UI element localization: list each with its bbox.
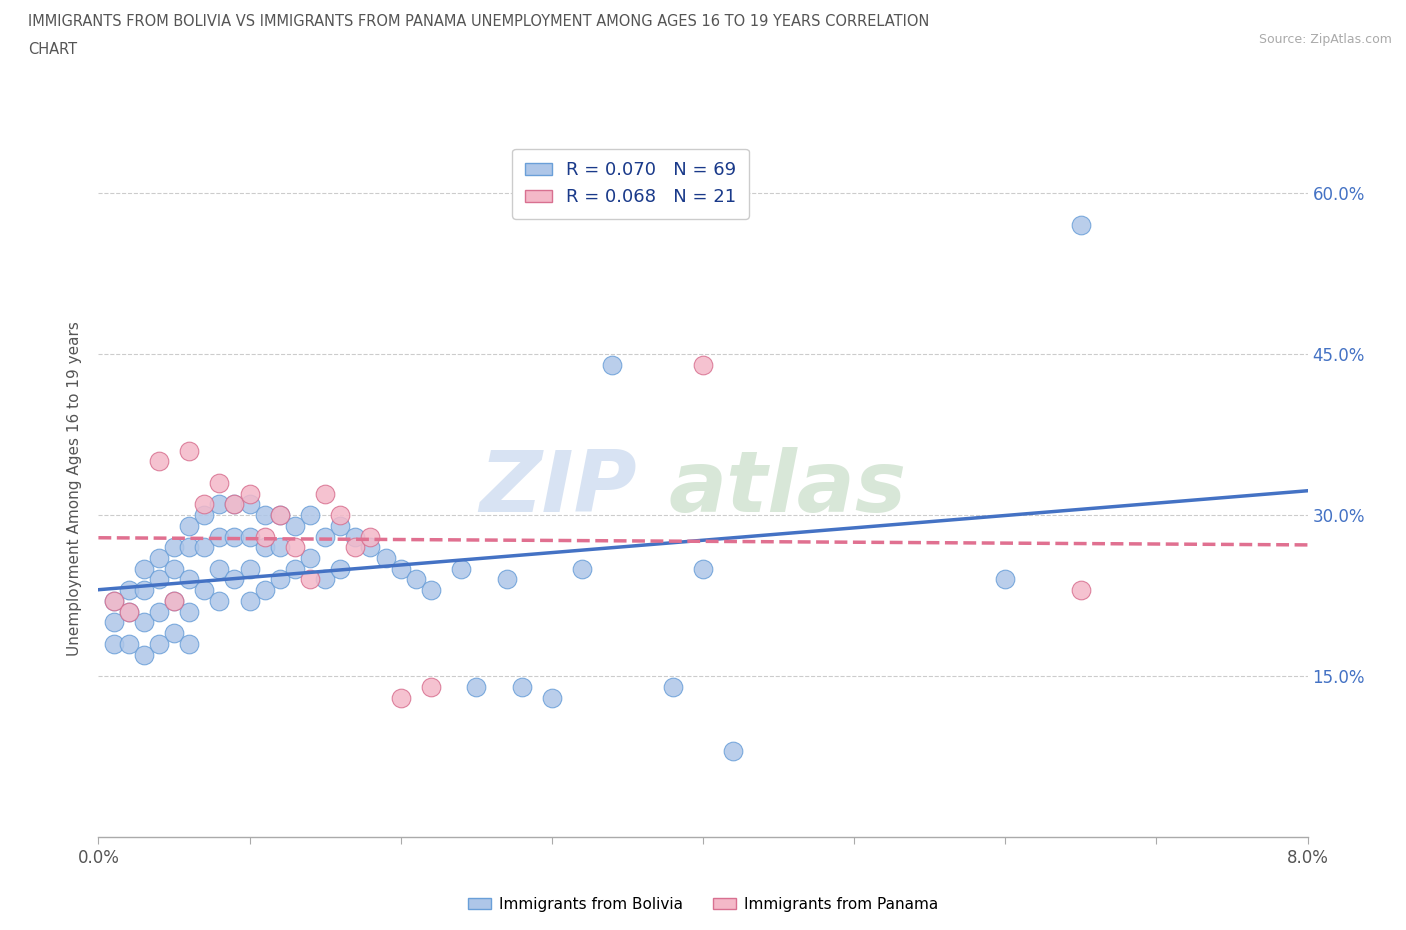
Point <box>284 539 307 554</box>
Point <box>253 539 276 554</box>
Point <box>208 529 231 544</box>
Point <box>541 690 564 705</box>
Point <box>329 562 352 577</box>
Point <box>420 679 443 694</box>
Point <box>148 572 170 587</box>
Point <box>163 593 186 608</box>
Point <box>208 475 231 490</box>
Point <box>314 486 336 501</box>
Point <box>239 497 262 512</box>
Point <box>132 615 155 630</box>
Point <box>179 572 201 587</box>
Point <box>148 604 170 619</box>
Point <box>1070 583 1092 598</box>
Point <box>103 636 125 651</box>
Y-axis label: Unemployment Among Ages 16 to 19 years: Unemployment Among Ages 16 to 19 years <box>67 321 83 656</box>
Point <box>389 690 412 705</box>
Point <box>299 508 322 523</box>
Point <box>179 518 201 533</box>
Point <box>103 593 125 608</box>
Point <box>329 508 352 523</box>
Point <box>163 626 186 641</box>
Point <box>299 551 322 565</box>
Point <box>662 679 685 694</box>
Point <box>179 636 201 651</box>
Legend: R = 0.070   N = 69, R = 0.068   N = 21: R = 0.070 N = 69, R = 0.068 N = 21 <box>512 149 749 219</box>
Point <box>405 572 427 587</box>
Point <box>193 497 215 512</box>
Point <box>344 539 367 554</box>
Point <box>314 529 336 544</box>
Point <box>239 486 262 501</box>
Point <box>148 454 170 469</box>
Point <box>344 529 367 544</box>
Point <box>269 508 291 523</box>
Point <box>148 551 170 565</box>
Point <box>571 562 593 577</box>
Point <box>239 593 262 608</box>
Point <box>163 593 186 608</box>
Text: atlas: atlas <box>669 446 907 530</box>
Point <box>420 583 443 598</box>
Point <box>510 679 533 694</box>
Point <box>118 583 141 598</box>
Point <box>360 529 382 544</box>
Text: IMMIGRANTS FROM BOLIVIA VS IMMIGRANTS FROM PANAMA UNEMPLOYMENT AMONG AGES 16 TO : IMMIGRANTS FROM BOLIVIA VS IMMIGRANTS FR… <box>28 14 929 29</box>
Point <box>253 508 276 523</box>
Point <box>208 593 231 608</box>
Point <box>692 357 714 372</box>
Point <box>495 572 517 587</box>
Point <box>179 604 201 619</box>
Point <box>224 497 246 512</box>
Point <box>163 539 186 554</box>
Point <box>269 508 291 523</box>
Point <box>163 562 186 577</box>
Point <box>103 593 125 608</box>
Point <box>1070 218 1092 232</box>
Point <box>148 636 170 651</box>
Point <box>132 583 155 598</box>
Point <box>118 604 141 619</box>
Point <box>103 615 125 630</box>
Point <box>208 497 231 512</box>
Text: CHART: CHART <box>28 42 77 57</box>
Point <box>118 636 141 651</box>
Point <box>692 562 714 577</box>
Point <box>193 583 215 598</box>
Text: Source: ZipAtlas.com: Source: ZipAtlas.com <box>1258 33 1392 46</box>
Point <box>284 518 307 533</box>
Point <box>224 572 246 587</box>
Point <box>389 562 412 577</box>
Point <box>253 529 276 544</box>
Point <box>118 604 141 619</box>
Point <box>224 529 246 544</box>
Point <box>360 539 382 554</box>
Point <box>374 551 396 565</box>
Legend: Immigrants from Bolivia, Immigrants from Panama: Immigrants from Bolivia, Immigrants from… <box>463 891 943 918</box>
Point <box>179 444 201 458</box>
Point <box>224 497 246 512</box>
Point <box>299 572 322 587</box>
Point <box>269 539 291 554</box>
Point <box>284 562 307 577</box>
Point <box>193 539 215 554</box>
Point <box>179 539 201 554</box>
Point <box>193 508 215 523</box>
Point <box>132 562 155 577</box>
Point <box>465 679 488 694</box>
Point <box>132 647 155 662</box>
Point <box>269 572 291 587</box>
Point <box>450 562 472 577</box>
Point <box>253 583 276 598</box>
Point <box>994 572 1017 587</box>
Text: ZIP: ZIP <box>479 446 637 530</box>
Point <box>239 562 262 577</box>
Point <box>723 744 745 759</box>
Point <box>314 572 336 587</box>
Point <box>239 529 262 544</box>
Point <box>208 562 231 577</box>
Point <box>329 518 352 533</box>
Point <box>602 357 624 372</box>
